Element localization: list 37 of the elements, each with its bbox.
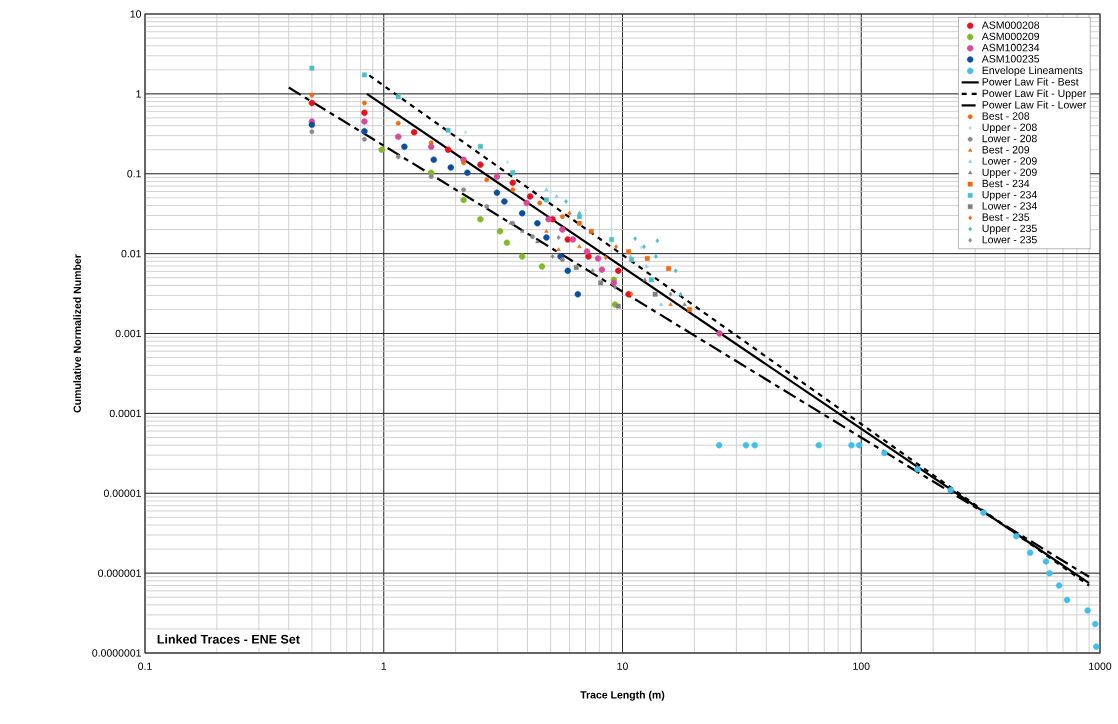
legend-label: ASM000208 [981, 21, 1040, 29]
legend-label: Upper - 235 [982, 224, 1037, 235]
legend-label: ASM000209 [981, 32, 1040, 41]
y-axis-title: Cumulative Normalized Number [73, 254, 81, 413]
legend-label: Power Law Fit - Lower [982, 100, 1087, 109]
x-tick-label: 10 [617, 662, 628, 670]
y-tick-label: 1 [136, 90, 141, 98]
legend-label: Upper - 234 [982, 190, 1037, 201]
x-axis-title: Trace Length (m) [580, 690, 665, 701]
y-tick-label: 0.0001 [109, 409, 141, 418]
legend-label: Best - 234 [982, 179, 1030, 188]
legend-label: Envelope Lineaments [982, 66, 1083, 77]
legend-label: ASM100235 [981, 55, 1040, 63]
y-tick-label: 10 [130, 10, 142, 18]
legend-label: Power Law Fit - Best [982, 77, 1079, 86]
legend-label: Best - 208 [982, 112, 1030, 120]
y-tick-label: 0.000001 [98, 569, 141, 577]
x-tick-label: 100 [853, 662, 870, 670]
legend-label: Lower - 208 [982, 134, 1037, 143]
x-tick-label: 0.1 [138, 662, 152, 670]
legend-label: Lower - 234 [982, 202, 1037, 210]
y-tick-label: 0.001 [115, 329, 141, 338]
legend-label: Best - 235 [982, 213, 1030, 221]
legend-label: Best - 209 [982, 146, 1030, 154]
legend-label: Power Law Fit - Upper [982, 89, 1087, 100]
y-tick-label: 0.1 [127, 170, 141, 178]
y-tick-label: 0.00001 [103, 489, 141, 497]
x-tick-label: 1000 [1089, 662, 1112, 670]
x-tick-label: 1 [381, 662, 387, 670]
y-tick-label: 0.01 [121, 249, 141, 258]
legend-label: Lower - 235 [982, 235, 1037, 244]
legend-label: ASM100234 [981, 43, 1040, 52]
legend-label: Upper - 208 [982, 123, 1037, 134]
annotation: Linked Traces - ENE Set [157, 634, 300, 644]
legend-label: Lower - 209 [982, 157, 1037, 165]
y-tick-label: 0.0000001 [92, 649, 141, 657]
legend-label: Upper - 209 [982, 168, 1037, 179]
